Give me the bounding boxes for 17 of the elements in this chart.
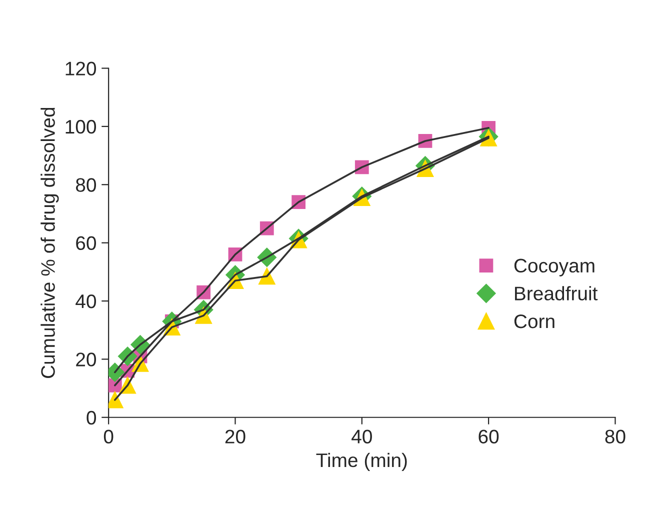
legend-label: Corn	[514, 314, 554, 328]
x-tick-label: 80	[605, 430, 626, 444]
y-tick-label: 20	[76, 352, 96, 366]
x-tick-label: 20	[225, 430, 246, 444]
x-axis-title: Time (min)	[316, 452, 407, 471]
legend-label: Breadfruit	[515, 286, 598, 300]
y-tick-label: 60	[76, 236, 96, 250]
x-tick-label: 60	[478, 430, 499, 444]
y-axis-title: Cumulative % of drug dissolved	[40, 108, 59, 378]
x-tick-label: 40	[352, 430, 372, 444]
y-tick-label: 40	[76, 294, 96, 308]
y-tick-label: 80	[76, 178, 96, 192]
legend-label: Cocoyam	[514, 258, 594, 276]
y-tick-label: 120	[66, 62, 96, 76]
y-tick-label: 0	[86, 410, 96, 425]
x-tick-label: 0	[104, 430, 114, 444]
y-tick-label: 100	[66, 120, 96, 134]
